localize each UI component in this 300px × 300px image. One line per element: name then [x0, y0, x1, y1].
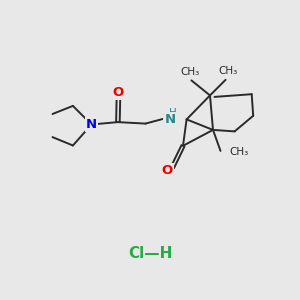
Text: CH₃: CH₃ — [229, 147, 248, 158]
Text: N: N — [164, 113, 176, 126]
Text: CH₃: CH₃ — [180, 67, 200, 77]
Text: H: H — [169, 107, 176, 118]
Text: Cl—H: Cl—H — [128, 246, 172, 261]
Text: O: O — [113, 85, 124, 99]
Text: CH₃: CH₃ — [218, 66, 238, 76]
Text: N: N — [86, 118, 97, 131]
Text: O: O — [161, 164, 173, 178]
